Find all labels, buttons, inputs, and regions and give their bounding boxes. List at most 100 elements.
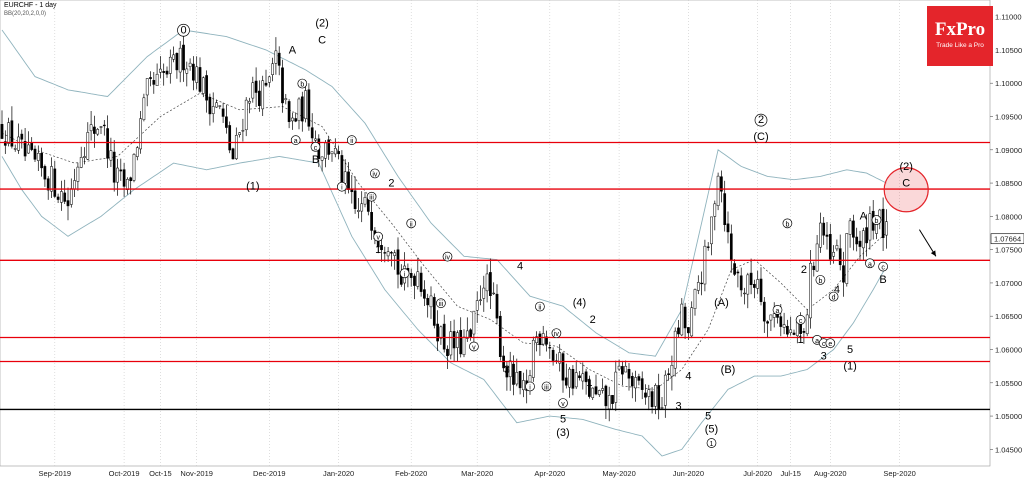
- candle-body: [485, 273, 489, 292]
- candle-body: [109, 150, 113, 161]
- candle-body: [538, 333, 542, 345]
- candle-body: [812, 265, 816, 270]
- wave-label-circle: [442, 251, 453, 262]
- wave-label: c: [314, 145, 318, 152]
- candle-body: [611, 395, 614, 404]
- wave-label-circle: [828, 291, 839, 302]
- candle-body: [261, 80, 265, 110]
- wave-label: c: [822, 341, 826, 348]
- wave-label: (2): [315, 18, 328, 30]
- candle-body: [805, 314, 809, 335]
- candle-body: [208, 96, 212, 115]
- wave-label: b: [300, 82, 304, 89]
- candle-body: [545, 336, 548, 345]
- wave-label: (2): [899, 161, 912, 173]
- candle-body: [175, 53, 179, 71]
- candle-body: [264, 82, 268, 86]
- candle-body: [584, 371, 588, 383]
- wave-label-circle: [346, 135, 357, 145]
- candle-body: [885, 221, 888, 236]
- wave-label: iii: [369, 195, 374, 202]
- candle-body: [390, 252, 393, 254]
- wave-label: v: [376, 235, 380, 242]
- wave-label: B: [312, 154, 319, 166]
- candle-body: [815, 243, 819, 272]
- candle-body: [360, 203, 364, 212]
- candle-body: [663, 374, 667, 406]
- price-tick-label: 1.10500: [995, 46, 1022, 55]
- candle-body: [531, 339, 535, 378]
- candle-body: [512, 363, 515, 385]
- wave-label: ii: [350, 138, 354, 145]
- candle-body: [739, 275, 743, 291]
- candle-body: [76, 166, 80, 182]
- candle-body: [254, 80, 258, 93]
- wave-label: B: [879, 274, 886, 286]
- candle-body: [300, 96, 304, 122]
- candle-body: [561, 353, 565, 381]
- wave-label: d: [832, 295, 836, 302]
- candle-body: [162, 71, 166, 73]
- candle-body: [271, 63, 274, 75]
- candle-body: [710, 216, 713, 245]
- middle-band-line: [1, 92, 887, 390]
- candle-body: [96, 129, 100, 135]
- candle-body: [865, 227, 868, 244]
- candle-body: [333, 147, 337, 155]
- candle-body: [571, 369, 575, 389]
- candle-body: [522, 380, 525, 391]
- candle-body: [703, 245, 707, 285]
- candle-body: [581, 373, 585, 382]
- candle-body: [634, 377, 637, 389]
- price-tick-label: 1.06500: [995, 312, 1022, 321]
- time-tick-label: Oct-2019: [109, 469, 140, 478]
- candle-body: [786, 325, 789, 335]
- price-tick-label: 1.06000: [995, 346, 1022, 355]
- wave-label: A: [860, 211, 868, 223]
- candle-body: [192, 63, 195, 81]
- wave-label: C: [318, 34, 326, 46]
- candle-body: [347, 171, 350, 190]
- wave-label: (C): [753, 131, 768, 143]
- candle-body: [845, 233, 849, 284]
- candle-body: [680, 303, 684, 336]
- candle-body: [597, 390, 601, 395]
- candle-body: [281, 67, 284, 104]
- wave-label-circle: [815, 275, 826, 285]
- candle-body: [449, 331, 453, 356]
- wave-label: ii: [410, 221, 414, 228]
- time-tick-label: Dec-2019: [253, 469, 286, 478]
- wave-label-circle: [370, 168, 380, 179]
- candle-body: [159, 68, 162, 73]
- candle-body: [743, 292, 746, 295]
- wave-label: i: [341, 185, 343, 192]
- candle-body: [832, 251, 835, 257]
- candle-body: [27, 144, 30, 154]
- time-tick-label: Feb-2020: [395, 469, 427, 478]
- candle-body: [63, 192, 67, 202]
- candle-body: [238, 132, 241, 135]
- last-price-box: [990, 233, 1024, 245]
- wave-label: iii: [544, 384, 549, 391]
- candle-body: [726, 223, 730, 233]
- candle-body: [102, 124, 106, 127]
- candle-body: [201, 77, 205, 94]
- candle-body: [231, 148, 235, 160]
- candle-body: [650, 391, 654, 407]
- candle-body: [291, 117, 294, 122]
- candle-body: [33, 148, 37, 160]
- wave-label-circle: [290, 135, 301, 145]
- candle-body: [13, 148, 17, 150]
- candle-body: [139, 118, 142, 150]
- candle-body: [10, 120, 14, 147]
- candle-body: [848, 220, 852, 235]
- price-tick-label: 1.11000: [995, 13, 1022, 22]
- candle-body: [69, 188, 73, 205]
- candle-body: [858, 240, 862, 247]
- candle-body: [630, 376, 634, 387]
- wave-label: i: [529, 384, 531, 391]
- candle-body: [759, 278, 763, 302]
- wave-label-circle: [541, 381, 552, 392]
- candle-body: [452, 331, 456, 349]
- candle-body: [178, 47, 182, 73]
